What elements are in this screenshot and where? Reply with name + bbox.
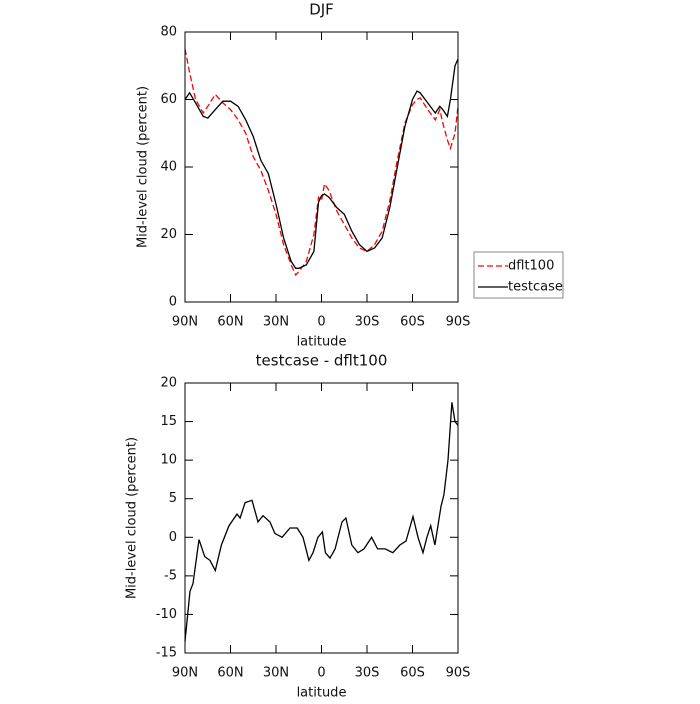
y-tick-label: 10 [160, 453, 177, 468]
x-tick-label: 30N [263, 666, 289, 681]
x-tick-label: 60S [400, 666, 425, 681]
y-tick-label: -10 [156, 607, 177, 622]
x-tick-label: 30N [263, 315, 289, 330]
x-tick-label: 60S [400, 315, 425, 330]
x-tick-label: 90S [446, 315, 471, 330]
y-tick-label: 20 [160, 227, 177, 242]
legend-box [473, 251, 564, 299]
x-axis-label: latitude [297, 686, 347, 701]
data-line [184, 48, 459, 277]
legend-label: testcase [508, 280, 563, 295]
data-line [184, 402, 459, 642]
plot-frame [184, 31, 459, 303]
x-tick-label: 30S [355, 315, 380, 330]
x-tick-label: 90N [172, 315, 198, 330]
data-line [184, 58, 459, 269]
x-axis-label: latitude [297, 335, 347, 350]
legend-label: dflt100 [508, 259, 554, 274]
x-tick-label: 60N [217, 666, 243, 681]
x-tick-label: 0 [317, 315, 325, 330]
y-tick-label: 5 [169, 491, 177, 506]
x-tick-label: 60N [217, 315, 243, 330]
y-tick-label: 0 [169, 530, 177, 545]
y-tick-label: 80 [160, 25, 177, 40]
plot-frame [184, 382, 459, 654]
y-axis-label: Mid-level cloud (percent) [136, 86, 151, 248]
y-tick-label: 0 [169, 295, 177, 310]
chart-title: testcase - dflt100 [256, 352, 388, 370]
x-tick-label: 90S [446, 666, 471, 681]
y-tick-label: 60 [160, 92, 177, 107]
x-tick-label: 30S [355, 666, 380, 681]
y-tick-label: 15 [160, 414, 177, 429]
y-tick-label: -15 [156, 646, 177, 661]
y-tick-label: 20 [160, 376, 177, 391]
y-axis-label: Mid-level cloud (percent) [125, 437, 140, 599]
y-tick-label: 40 [160, 160, 177, 175]
y-tick-label: -5 [164, 568, 177, 583]
chart-title: DJF [309, 1, 334, 19]
x-tick-label: 90N [172, 666, 198, 681]
x-tick-label: 0 [317, 666, 325, 681]
